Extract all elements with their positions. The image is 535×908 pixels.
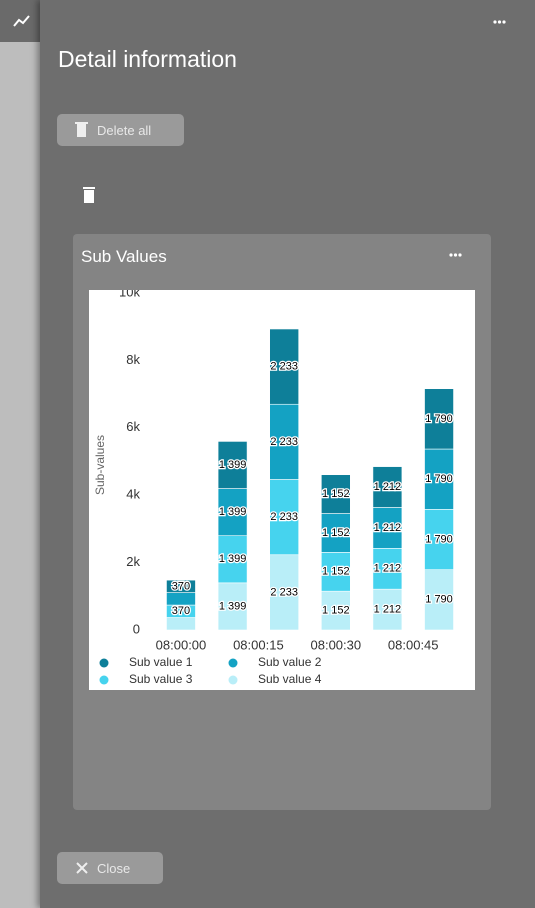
bar-segment: [269, 328, 299, 405]
y-tick-label: 8k: [126, 352, 140, 367]
bar-segment: [269, 554, 299, 631]
delete-all-button[interactable]: Delete all: [57, 114, 184, 146]
data-label: 1 152: [322, 488, 350, 500]
bar-segment: [321, 474, 351, 514]
close-icon: [76, 862, 88, 874]
panel-menu[interactable]: [490, 16, 510, 28]
card-menu[interactable]: [446, 249, 466, 261]
card-title: Sub Values: [81, 247, 167, 266]
bar-segment: [424, 388, 454, 450]
x-tick-label: 08:00:45: [388, 637, 439, 652]
x-tick-label: 08:00:00: [156, 637, 207, 652]
bar-segment: [321, 552, 351, 592]
data-label: 1 212: [374, 563, 402, 575]
data-label: 370: [172, 580, 190, 592]
legend-marker: [99, 658, 109, 668]
data-label: 2 233: [270, 586, 298, 598]
x-tick-label: 08:00:30: [311, 637, 362, 652]
data-label: 1 152: [322, 566, 350, 578]
data-label: 1 152: [322, 527, 350, 539]
data-label: 1 790: [425, 533, 453, 545]
button-label: Delete all: [97, 122, 152, 138]
legend-label: Sub value 2: [258, 655, 322, 669]
data-label: 2 233: [270, 361, 298, 373]
trash-icon: [75, 122, 88, 137]
data-label: 1 152: [322, 604, 350, 616]
bar-segment: [424, 509, 454, 570]
bar-segment: [372, 588, 403, 631]
data-label: 1 399: [219, 553, 247, 565]
x-tick-label: 08:00:15: [233, 637, 284, 652]
y-axis-label: Sub-values: [93, 435, 107, 495]
legend-marker: [228, 658, 238, 668]
data-label: 1 399: [219, 506, 247, 518]
bar-segment: [269, 403, 299, 480]
data-label: 2 233: [270, 436, 298, 448]
y-tick-label: 0: [133, 621, 140, 636]
close-button[interactable]: Close: [57, 852, 163, 884]
legend-marker: [228, 675, 238, 685]
data-label: 1 790: [425, 413, 453, 425]
data-label: 1 399: [219, 459, 247, 471]
data-label: 370: [172, 605, 190, 617]
toolbar: [0, 0, 42, 42]
y-tick-label: 2k: [126, 554, 140, 569]
data-label: 1 212: [374, 603, 402, 615]
button-label: Close: [97, 860, 131, 876]
bar-segment: [269, 479, 299, 556]
bar-segment: [372, 548, 403, 590]
data-label: 1 399: [219, 600, 247, 612]
bar-segment: [424, 448, 454, 510]
bar-segment: [217, 582, 248, 631]
bar-segment: [217, 441, 248, 489]
bar-segment: [372, 507, 403, 549]
y-tick-label: 10k: [119, 290, 140, 299]
bar-segment: [372, 466, 403, 508]
data-label: 1 212: [374, 522, 402, 534]
legend-marker: [99, 675, 109, 685]
data-label: 1 212: [374, 481, 402, 493]
y-tick-label: 6k: [126, 419, 140, 434]
trend-icon[interactable]: [0, 0, 42, 42]
bar-segment: [166, 579, 196, 593]
legend-label: Sub value 1: [129, 655, 193, 669]
delete-icon[interactable]: [80, 185, 100, 205]
panel-title: Detail information: [58, 46, 237, 72]
chart: Sub-values 0 2k 4k 6k 8k 10k 08:00:00 08:00:15 0…: [89, 290, 475, 690]
legend-label: Sub value 4: [258, 672, 322, 686]
data-label: 1 790: [425, 594, 453, 606]
data-label: 1 790: [425, 473, 453, 485]
bar-segment: [321, 513, 351, 553]
legend-label: Sub value 3: [129, 672, 193, 686]
bar-segment: [166, 617, 196, 631]
y-tick-label: 4k: [126, 487, 140, 502]
bar-segment: [166, 592, 196, 606]
bar-segment: [424, 569, 454, 631]
data-label: 2 233: [270, 511, 298, 523]
